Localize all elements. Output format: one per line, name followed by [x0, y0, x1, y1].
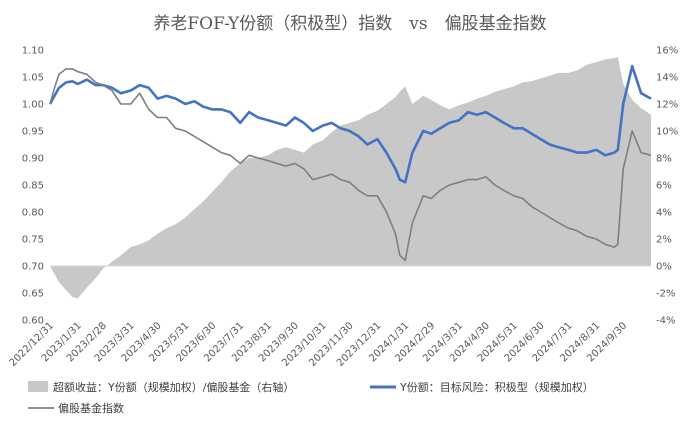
right-tick-label: 16% [656, 46, 678, 57]
right-tick-label: 4% [656, 208, 672, 219]
right-tick-label: 6% [656, 181, 672, 192]
legend: 超额收益：Y份额（规模加权）/偏股基金（右轴） Y份额：目标风险：积极型（规模加权… [28, 380, 594, 415]
right-tick-label: -4% [656, 316, 675, 327]
chart-title: 养老FOF-Y份额（积极型）指数 vs 偏股基金指数 [153, 14, 546, 34]
left-tick-label: 0.60 [22, 316, 44, 327]
legend-swatch-area [28, 381, 48, 392]
right-tick-label: 0% [656, 262, 672, 273]
left-tick-label: 0.90 [22, 154, 44, 165]
left-tick-label: 0.75 [22, 235, 44, 246]
legend-label: 超额收益：Y份额（规模加权）/偏股基金（右轴） [53, 380, 294, 394]
line-layer [48, 64, 652, 262]
x-axis-ticks: 2022/12/312023/1/312023/2/282023/3/31202… [8, 320, 630, 369]
left-tick-label: 0.95 [22, 127, 44, 138]
right-axis-ticks: -4% -2% 0% 2% 4% 6% 8% 10% 12% 14% 16% [656, 46, 678, 327]
right-tick-label: 2% [656, 235, 672, 246]
left-tick-label: 0.85 [22, 181, 44, 192]
excess-return-area [50, 56, 651, 299]
left-tick-label: 1.10 [22, 46, 44, 57]
legend-label: 偏股基金指数 [58, 401, 124, 415]
left-axis-ticks: 0.60 0.65 0.70 0.75 0.80 0.85 0.90 0.95 1.00 1.05… [22, 46, 44, 327]
area-layer [50, 56, 651, 299]
y-share-line [48, 64, 652, 184]
right-tick-label: 8% [656, 154, 672, 165]
left-tick-label: 1.00 [22, 100, 44, 111]
right-tick-label: 10% [656, 127, 678, 138]
right-tick-label: 12% [656, 100, 678, 111]
left-tick-label: 0.80 [22, 208, 44, 219]
left-tick-label: 0.65 [22, 289, 44, 300]
legend-label: Y份额：目标风险：积极型（规模加权） [399, 380, 594, 394]
right-tick-label: -2% [656, 289, 675, 300]
equity-fund-index-line [49, 68, 652, 262]
left-tick-label: 1.05 [22, 73, 44, 84]
left-tick-label: 0.70 [22, 262, 44, 273]
right-tick-label: 14% [656, 73, 678, 84]
